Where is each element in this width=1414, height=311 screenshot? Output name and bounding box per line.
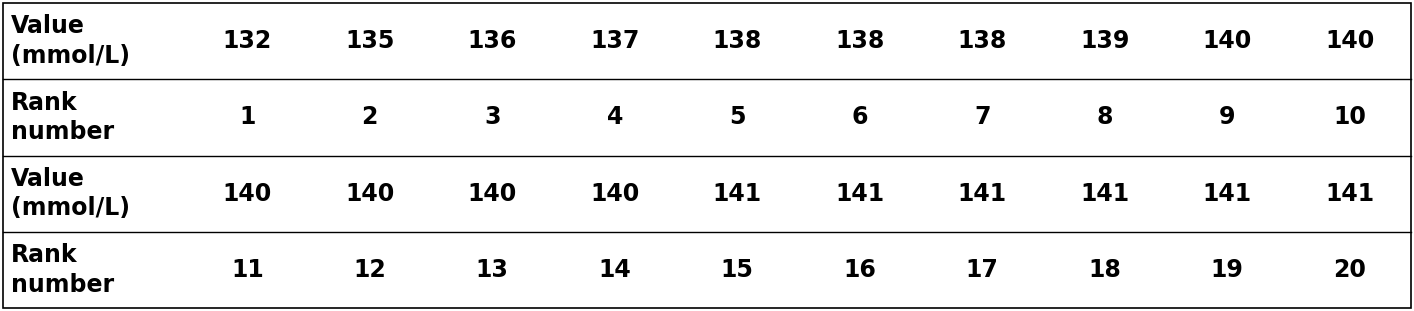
Text: Value
(mmol/L): Value (mmol/L) <box>11 167 130 220</box>
Text: Rank
number: Rank number <box>11 243 115 297</box>
Text: 140: 140 <box>345 182 395 206</box>
Text: 1: 1 <box>239 105 256 129</box>
Text: 141: 141 <box>957 182 1007 206</box>
Text: 140: 140 <box>468 182 518 206</box>
Text: 15: 15 <box>721 258 754 282</box>
Text: 5: 5 <box>730 105 745 129</box>
Text: 12: 12 <box>354 258 386 282</box>
Text: 20: 20 <box>1333 258 1366 282</box>
Text: 141: 141 <box>836 182 884 206</box>
Text: 9: 9 <box>1219 105 1236 129</box>
Text: 138: 138 <box>836 29 884 53</box>
Text: 13: 13 <box>477 258 509 282</box>
Text: 138: 138 <box>957 29 1007 53</box>
Text: 132: 132 <box>222 29 271 53</box>
Text: 17: 17 <box>966 258 998 282</box>
Text: 136: 136 <box>468 29 518 53</box>
Text: 140: 140 <box>222 182 271 206</box>
Text: 141: 141 <box>1080 182 1130 206</box>
Text: 8: 8 <box>1096 105 1113 129</box>
Text: 137: 137 <box>590 29 639 53</box>
Text: 14: 14 <box>598 258 631 282</box>
Text: 141: 141 <box>713 182 762 206</box>
Text: 11: 11 <box>230 258 263 282</box>
Text: 18: 18 <box>1089 258 1121 282</box>
Text: 3: 3 <box>484 105 501 129</box>
Text: 16: 16 <box>843 258 877 282</box>
Text: Value
(mmol/L): Value (mmol/L) <box>11 14 130 68</box>
Text: 19: 19 <box>1210 258 1244 282</box>
Text: 139: 139 <box>1080 29 1130 53</box>
Text: Rank
number: Rank number <box>11 91 115 144</box>
Text: 140: 140 <box>1203 29 1251 53</box>
Text: 10: 10 <box>1333 105 1366 129</box>
Text: 138: 138 <box>713 29 762 53</box>
Text: 6: 6 <box>851 105 868 129</box>
Text: 141: 141 <box>1325 182 1374 206</box>
Text: 140: 140 <box>1325 29 1374 53</box>
Text: 7: 7 <box>974 105 991 129</box>
Text: 140: 140 <box>590 182 639 206</box>
Text: 2: 2 <box>362 105 378 129</box>
Text: 135: 135 <box>345 29 395 53</box>
Text: 141: 141 <box>1203 182 1251 206</box>
Text: 4: 4 <box>607 105 624 129</box>
